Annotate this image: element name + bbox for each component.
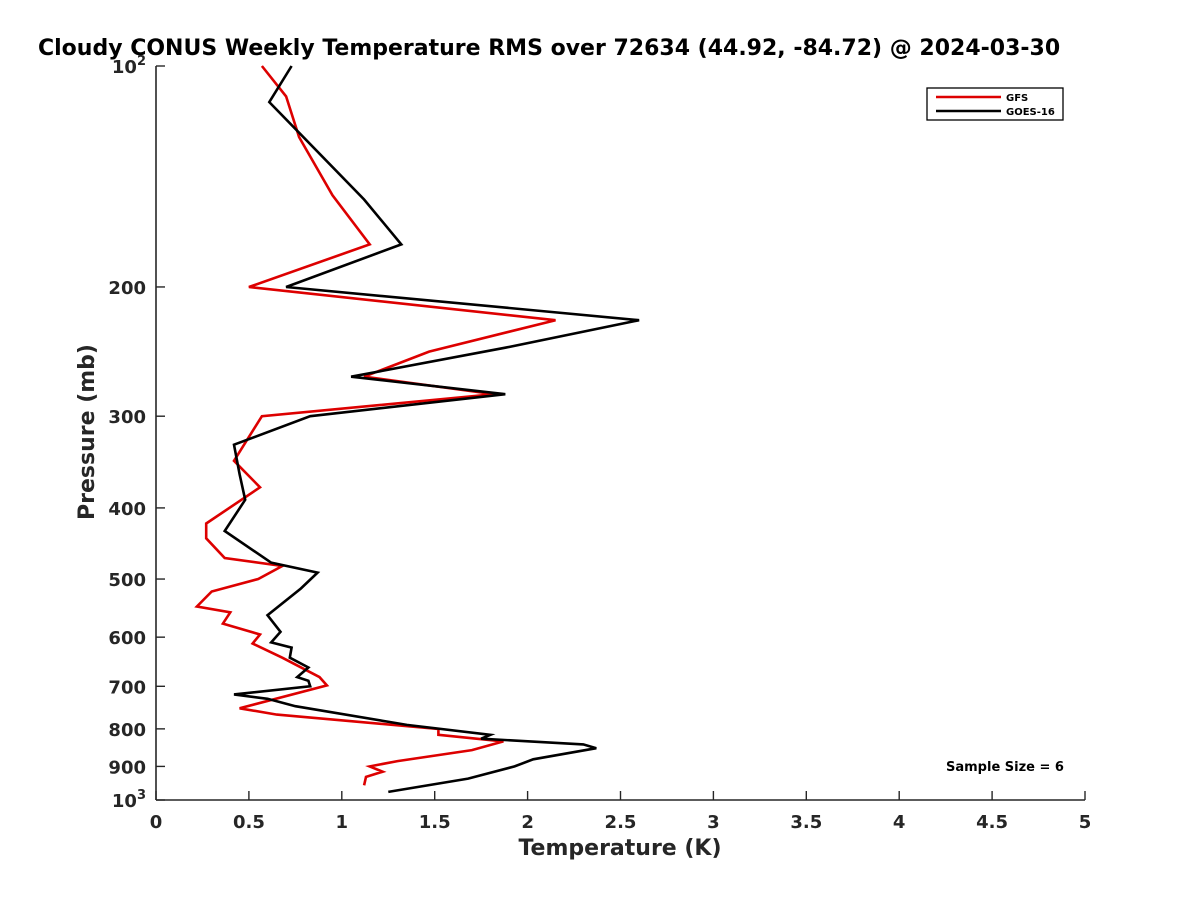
x-tick-label: 1 [336, 812, 349, 833]
x-tick-label: 1.5 [419, 812, 451, 833]
x-tick-label: 2 [521, 812, 534, 833]
x-tick-label: 4 [893, 812, 906, 833]
series-line-goes-16 [222, 65, 640, 794]
y-tick-label: 400 [108, 499, 146, 520]
plot-area [194, 65, 640, 794]
axes: 0 0.5 1 1.5 2 2.5 3 3.5 4 4.5 5 102 200 300 400 500 600 7… [108, 54, 1091, 833]
x-tick-label: 2.5 [605, 812, 637, 833]
y-tick-label: 103 [112, 788, 146, 812]
y-tick-label: 800 [108, 720, 146, 741]
x-tick-label: 3 [707, 812, 720, 833]
chart-title: Cloudy CONUS Weekly Temperature RMS over… [38, 36, 1060, 61]
sample-size-annotation: Sample Size = 6 [946, 760, 1064, 775]
x-axis-label: Temperature (K) [518, 836, 721, 861]
legend-box [926, 87, 1064, 121]
legend-entry-label: GFS [1006, 93, 1028, 104]
x-tick-label: 0 [150, 812, 163, 833]
x-tick-label: 4.5 [976, 812, 1008, 833]
legend-entry-label: GOES-16 [1006, 107, 1055, 118]
y-tick-label: 700 [108, 677, 146, 698]
y-tick-label: 500 [108, 570, 146, 591]
y-tick-label: 300 [108, 407, 146, 428]
y-tick-label: 200 [108, 278, 146, 299]
x-tick-label: 0.5 [233, 812, 265, 833]
y-tick-label: 900 [108, 757, 146, 778]
y-tick-label: 102 [112, 54, 146, 78]
series-line-gfs [194, 65, 556, 786]
x-tick-label: 3.5 [790, 812, 822, 833]
x-tick-label: 5 [1079, 812, 1092, 833]
y-axis-label: Pressure (mb) [75, 344, 100, 520]
y-tick-label: 600 [108, 628, 146, 649]
legend: GFS GOES-16 [926, 87, 1064, 121]
